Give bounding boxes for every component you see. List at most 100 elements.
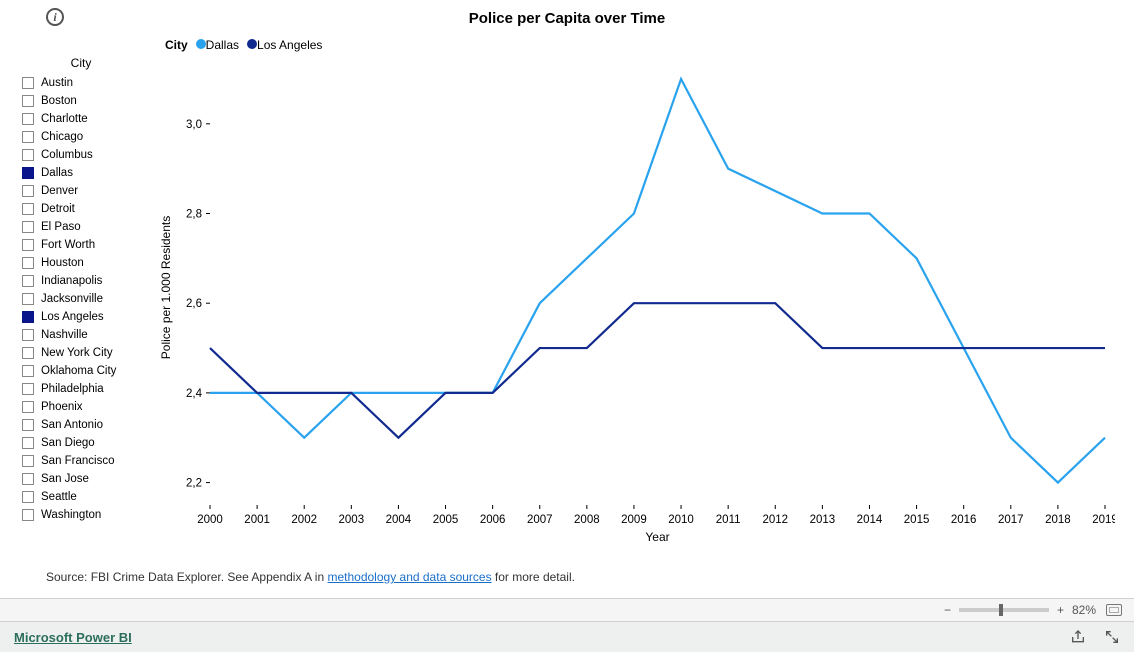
series-line	[210, 303, 1105, 438]
city-checkbox-row[interactable]: Phoenix	[16, 398, 146, 416]
y-axis-title: Police per 1.000 Residents	[159, 216, 173, 359]
x-tick-label: 2006	[480, 514, 506, 526]
zoom-in-button[interactable]: +	[1057, 603, 1064, 617]
zoom-out-button[interactable]: −	[944, 603, 951, 617]
checkbox-icon[interactable]	[22, 77, 34, 89]
checkbox-icon[interactable]	[22, 131, 34, 143]
city-filter-header: City	[16, 56, 146, 70]
source-note: Source: FBI Crime Data Explorer. See App…	[46, 570, 575, 584]
city-label: Houston	[41, 257, 84, 269]
chart-title: Police per Capita over Time	[0, 10, 1134, 27]
city-checkbox-row[interactable]: Austin	[16, 74, 146, 92]
fit-to-page-icon[interactable]	[1106, 604, 1122, 616]
x-tick-label: 2008	[574, 514, 600, 526]
city-checkbox-row[interactable]: San Diego	[16, 434, 146, 452]
x-tick-label: 2019	[1092, 514, 1115, 526]
city-label: Los Angeles	[41, 311, 104, 323]
checkbox-icon[interactable]	[22, 311, 34, 323]
checkbox-icon[interactable]	[22, 473, 34, 485]
y-tick-label: 2,6	[186, 298, 202, 310]
checkbox-icon[interactable]	[22, 275, 34, 287]
city-label: San Jose	[41, 473, 89, 485]
checkbox-icon[interactable]	[22, 257, 34, 269]
x-tick-label: 2013	[810, 514, 836, 526]
checkbox-icon[interactable]	[22, 383, 34, 395]
zoom-slider-knob[interactable]	[999, 604, 1003, 616]
checkbox-icon[interactable]	[22, 491, 34, 503]
city-label: Austin	[41, 77, 73, 89]
city-label: Chicago	[41, 131, 83, 143]
city-checkbox-row[interactable]: Washington	[16, 506, 146, 524]
source-prefix: Source: FBI Crime Data Explorer. See App…	[46, 570, 327, 584]
checkbox-icon[interactable]	[22, 509, 34, 521]
zoom-bar: − + 82%	[0, 598, 1134, 622]
city-checkbox-row[interactable]: Columbus	[16, 146, 146, 164]
checkbox-icon[interactable]	[22, 419, 34, 431]
city-label: San Diego	[41, 437, 95, 449]
city-checkbox-row[interactable]: Dallas	[16, 164, 146, 182]
checkbox-icon[interactable]	[22, 347, 34, 359]
city-checkbox-row[interactable]: San Francisco	[16, 452, 146, 470]
city-checkbox-row[interactable]: Detroit	[16, 200, 146, 218]
line-chart: 2,22,42,62,83,02000200120022003200420052…	[155, 50, 1115, 550]
city-label: El Paso	[41, 221, 81, 233]
zoom-value: 82%	[1072, 603, 1096, 617]
city-checkbox-row[interactable]: Chicago	[16, 128, 146, 146]
footer: Microsoft Power BI	[0, 622, 1134, 652]
city-checkbox-row[interactable]: Los Angeles	[16, 308, 146, 326]
share-icon[interactable]	[1070, 629, 1086, 645]
zoom-slider[interactable]	[959, 608, 1049, 612]
city-label: New York City	[41, 347, 113, 359]
city-checkbox-row[interactable]: Charlotte	[16, 110, 146, 128]
city-checkbox-row[interactable]: Indianapolis	[16, 272, 146, 290]
city-checkbox-row[interactable]: Oklahoma City	[16, 362, 146, 380]
city-checkbox-row[interactable]: Jacksonville	[16, 290, 146, 308]
checkbox-icon[interactable]	[22, 329, 34, 341]
checkbox-icon[interactable]	[22, 167, 34, 179]
fullscreen-icon[interactable]	[1104, 629, 1120, 645]
source-link[interactable]: methodology and data sources	[327, 570, 491, 584]
checkbox-icon[interactable]	[22, 401, 34, 413]
checkbox-icon[interactable]	[22, 149, 34, 161]
x-tick-label: 2003	[339, 514, 365, 526]
city-checkbox-row[interactable]: Houston	[16, 254, 146, 272]
checkbox-icon[interactable]	[22, 455, 34, 467]
checkbox-icon[interactable]	[22, 95, 34, 107]
x-tick-label: 2001	[244, 514, 270, 526]
city-checkbox-row[interactable]: Boston	[16, 92, 146, 110]
city-label: San Antonio	[41, 419, 103, 431]
y-tick-label: 3,0	[186, 119, 202, 131]
city-checkbox-row[interactable]: Seattle	[16, 488, 146, 506]
x-tick-label: 2005	[433, 514, 459, 526]
powerbi-brand-link[interactable]: Microsoft Power BI	[14, 630, 132, 645]
city-checkbox-row[interactable]: Nashville	[16, 326, 146, 344]
x-tick-label: 2014	[857, 514, 883, 526]
y-tick-label: 2,4	[186, 388, 203, 400]
legend-dot	[247, 39, 257, 49]
checkbox-icon[interactable]	[22, 203, 34, 215]
city-label: Washington	[41, 509, 101, 521]
checkbox-icon[interactable]	[22, 293, 34, 305]
checkbox-icon[interactable]	[22, 221, 34, 233]
x-tick-label: 2009	[621, 514, 647, 526]
city-checkbox-row[interactable]: San Jose	[16, 470, 146, 488]
city-label: Boston	[41, 95, 77, 107]
city-checkbox-row[interactable]: San Antonio	[16, 416, 146, 434]
city-checkbox-row[interactable]: Fort Worth	[16, 236, 146, 254]
city-label: Dallas	[41, 167, 73, 179]
x-tick-label: 2015	[904, 514, 930, 526]
checkbox-icon[interactable]	[22, 239, 34, 251]
x-axis-title: Year	[645, 530, 669, 544]
x-tick-label: 2018	[1045, 514, 1071, 526]
checkbox-icon[interactable]	[22, 185, 34, 197]
city-label: Denver	[41, 185, 78, 197]
city-checkbox-row[interactable]: Denver	[16, 182, 146, 200]
city-label: Fort Worth	[41, 239, 95, 251]
city-checkbox-row[interactable]: New York City	[16, 344, 146, 362]
checkbox-icon[interactable]	[22, 365, 34, 377]
city-checkbox-row[interactable]: Philadelphia	[16, 380, 146, 398]
city-checkbox-row[interactable]: El Paso	[16, 218, 146, 236]
checkbox-icon[interactable]	[22, 113, 34, 125]
checkbox-icon[interactable]	[22, 437, 34, 449]
x-tick-label: 2004	[386, 514, 412, 526]
